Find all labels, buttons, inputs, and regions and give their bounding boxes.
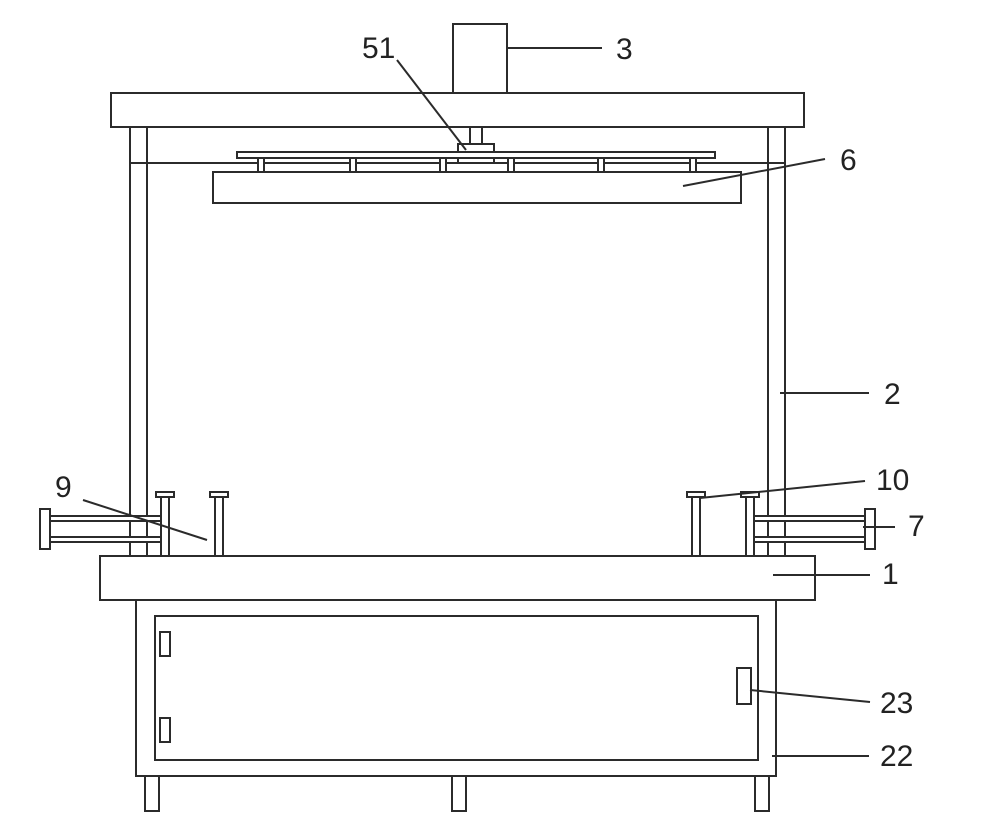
- part-22-door: [155, 616, 758, 760]
- part-foot-f3: [755, 776, 769, 811]
- part-left-post-top: [130, 127, 147, 163]
- part-hinge-bottom: [160, 718, 170, 742]
- part-hinge-top: [160, 632, 170, 656]
- part-hanger-1: [350, 158, 356, 172]
- part-2-left-column: [130, 163, 147, 556]
- part-51-shaft: [470, 127, 482, 144]
- part-foot-f1: [145, 776, 159, 811]
- part-23-handle: [737, 668, 751, 704]
- part-10-cap-cap_ri: [687, 492, 705, 497]
- label-l9: 9: [55, 471, 72, 504]
- part-side-rod-right-bot: [754, 537, 865, 542]
- part-2-right-column: [768, 163, 785, 556]
- part-hanger-5: [690, 158, 696, 172]
- technical-drawing: 3 51 6 2 10 7 9 1 23 22: [0, 0, 1000, 836]
- part-6-disc: [213, 172, 741, 203]
- label-l22: 22: [880, 740, 913, 773]
- part-10-post-inner_l: [215, 497, 223, 556]
- part-side-rod-left-bot: [50, 537, 161, 542]
- label-l6: 6: [840, 144, 857, 177]
- part-10-post-outer_r: [746, 497, 754, 556]
- part-10-cap-cap_li: [210, 492, 228, 497]
- part-top-plate: [111, 93, 804, 127]
- part-side-rod-right-top: [754, 516, 865, 521]
- label-l2: 2: [884, 378, 901, 411]
- part-3-motor: [453, 24, 507, 93]
- part-right-post-top: [768, 127, 785, 163]
- part-hanger-4: [598, 158, 604, 172]
- part-arm-bar: [237, 152, 715, 158]
- label-l3: 3: [616, 33, 633, 66]
- part-7-head-left: [40, 509, 50, 549]
- part-hanger-3: [508, 158, 514, 172]
- label-l7: 7: [908, 510, 925, 543]
- part-hanger-2: [440, 158, 446, 172]
- part-hanger-0: [258, 158, 264, 172]
- label-l10: 10: [876, 464, 909, 497]
- label-l51: 51: [362, 32, 395, 65]
- label-l23: 23: [880, 687, 913, 720]
- part-10-cap-cap_lo: [156, 492, 174, 497]
- part-10-post-inner_r: [692, 497, 700, 556]
- label-l1: 1: [882, 558, 899, 591]
- part-1-slab: [100, 556, 815, 600]
- part-7-head-right: [865, 509, 875, 549]
- part-foot-f2: [452, 776, 466, 811]
